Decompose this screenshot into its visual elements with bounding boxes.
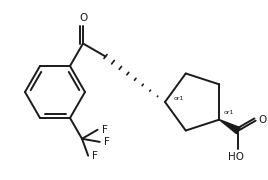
Text: O: O	[79, 12, 87, 22]
Text: HO: HO	[228, 152, 244, 162]
Text: or1: or1	[224, 110, 234, 115]
Polygon shape	[219, 120, 240, 134]
Text: O: O	[259, 115, 267, 125]
Text: or1: or1	[174, 96, 184, 100]
Text: F: F	[104, 137, 110, 147]
Text: F: F	[92, 151, 98, 161]
Text: F: F	[102, 125, 107, 135]
